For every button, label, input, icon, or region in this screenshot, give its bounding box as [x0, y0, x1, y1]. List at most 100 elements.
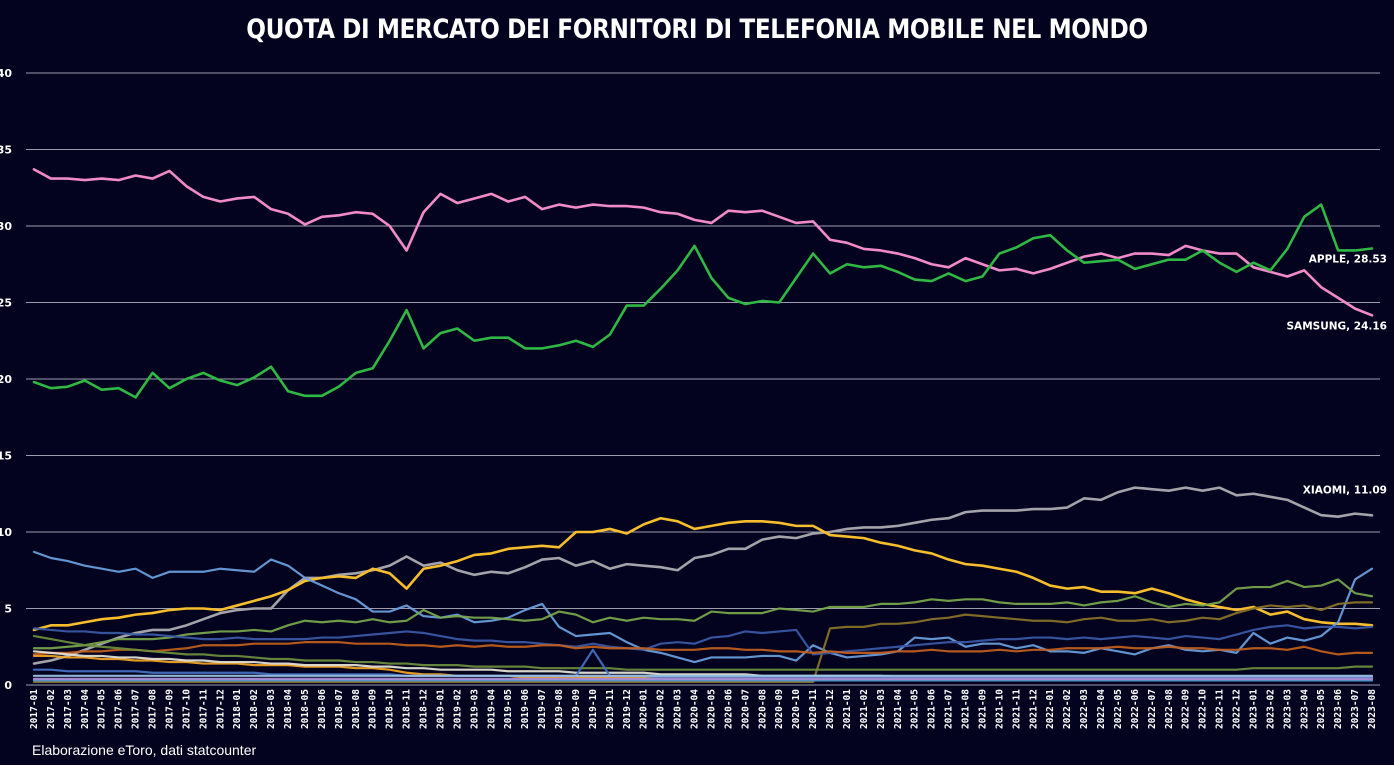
- x-tick-label: 2022-04: [1096, 689, 1107, 729]
- x-tick-label: 2021-04: [893, 689, 904, 729]
- y-tick-label: 30: [0, 220, 12, 233]
- x-tick-label: 2020-03: [673, 689, 684, 729]
- x-tick-label: 2017-07: [131, 689, 142, 729]
- y-tick-label: 10: [0, 526, 12, 539]
- x-tick-label: 2022-09: [1181, 689, 1192, 729]
- x-tick-label: 2021-11: [1011, 689, 1022, 729]
- series-line-2: [32, 486, 1374, 665]
- x-tick-label: 2021-07: [944, 689, 955, 729]
- y-axis: 0 5 10 15 20 25 30 35 40: [0, 67, 12, 692]
- x-tick-label: 2017-06: [114, 689, 125, 729]
- x-tick-label: 2018-10: [385, 689, 396, 729]
- series-line-1: [32, 203, 1374, 399]
- x-tick-label: 2017-05: [97, 689, 108, 729]
- series-line-7: [32, 624, 1374, 656]
- x-tick-label: 2023-08: [1367, 689, 1378, 729]
- x-tick-label: 2021-05: [910, 689, 921, 729]
- series-line-0: [32, 168, 1374, 317]
- x-tick-label: 2018-11: [402, 689, 413, 729]
- x-tick-label: 2017-02: [46, 689, 57, 729]
- x-tick-label: 2017-03: [63, 689, 74, 729]
- x-tick-label: 2021-06: [927, 689, 938, 729]
- chart-series: [32, 168, 1374, 684]
- x-tick-label: 2020-09: [774, 689, 785, 729]
- x-tick-label: 2019-09: [571, 689, 582, 729]
- x-tick-label: 2020-12: [825, 689, 836, 729]
- x-tick-label: 2017-04: [80, 689, 91, 729]
- x-tick-label: 2019-08: [554, 689, 565, 729]
- x-tick-label: 2022-02: [1062, 689, 1073, 729]
- x-tick-label: 2022-06: [1130, 689, 1141, 729]
- y-tick-label: 40: [0, 67, 12, 80]
- series-line-9: [32, 634, 1374, 671]
- gridlines: [26, 72, 1380, 686]
- x-tick-label: 2023-04: [1299, 689, 1310, 729]
- x-tick-label: 2020-02: [656, 689, 667, 729]
- x-tick-label: 2019-01: [435, 689, 446, 729]
- y-tick-label: 35: [0, 144, 12, 157]
- x-tick-label: 2020-04: [690, 689, 701, 729]
- x-tick-label: 2022-08: [1164, 689, 1175, 729]
- x-tick-label: 2023-07: [1350, 689, 1361, 729]
- x-tick-label: 2018-06: [317, 689, 328, 729]
- x-tick-label: 2023-01: [1248, 689, 1259, 729]
- x-tick-label: 2022-03: [1079, 689, 1090, 729]
- x-tick-label: 2020-05: [706, 689, 717, 729]
- y-tick-label: 15: [0, 450, 12, 463]
- series-line-3: [32, 516, 1374, 632]
- x-tick-label: 2020-01: [639, 689, 650, 729]
- x-tick-label: 2023-05: [1316, 689, 1327, 729]
- x-tick-label: 2019-03: [469, 689, 480, 729]
- x-tick-label: 2019-12: [622, 689, 633, 729]
- x-tick-label: 2020-06: [723, 689, 734, 729]
- x-axis: 2017-01 2017-02 2017-03 2017-04 2017-05 2017-…: [29, 689, 1378, 729]
- x-tick-label: 2021-03: [876, 689, 887, 729]
- x-tick-label: 2020-10: [791, 689, 802, 729]
- x-tick-label: 2017-11: [198, 689, 209, 729]
- series-line-12: [32, 648, 1374, 679]
- y-tick-label: 20: [0, 373, 12, 386]
- end-label-1: APPLE, 28.53: [1309, 253, 1387, 265]
- x-tick-label: 2017-10: [181, 689, 192, 729]
- end-labels: SAMSUNG, 24.16 APPLE, 28.53 XIAOMI, 11.09: [1287, 253, 1388, 496]
- x-tick-label: 2018-07: [334, 689, 345, 729]
- x-tick-label: 2019-10: [588, 689, 599, 729]
- x-tick-label: 2018-01: [232, 689, 243, 729]
- x-tick-label: 2017-09: [164, 689, 175, 729]
- y-tick-label: 0: [4, 679, 12, 692]
- x-tick-label: 2020-07: [740, 689, 751, 729]
- x-tick-label: 2021-01: [842, 689, 853, 729]
- y-tick-label: 5: [4, 603, 12, 616]
- x-tick-label: 2019-05: [503, 689, 514, 729]
- x-tick-label: 2017-08: [148, 689, 159, 729]
- x-tick-label: 2022-11: [1215, 689, 1226, 729]
- x-tick-label: 2017-12: [215, 689, 226, 729]
- x-tick-label: 2018-12: [419, 689, 430, 729]
- x-tick-label: 2020-11: [808, 689, 819, 729]
- x-tick-label: 2018-05: [300, 689, 311, 729]
- series-line-8: [32, 641, 1374, 656]
- x-tick-label: 2021-09: [977, 689, 988, 729]
- x-tick-label: 2022-07: [1147, 689, 1158, 729]
- x-tick-label: 2022-01: [1045, 689, 1056, 729]
- y-tick-label: 25: [0, 297, 12, 310]
- x-tick-label: 2019-02: [452, 689, 463, 729]
- end-label-2: XIAOMI, 11.09: [1303, 484, 1387, 496]
- x-tick-label: 2018-03: [266, 689, 277, 729]
- x-tick-label: 2021-12: [1028, 689, 1039, 729]
- series-line-5: [32, 578, 1374, 650]
- chart-title: QUOTA DI MERCATO DEI FORNITORI DI TELEFO…: [246, 14, 1148, 45]
- source-note: Elaborazione eToro, dati statcounter: [32, 742, 257, 758]
- end-label-0: SAMSUNG, 24.16: [1287, 320, 1388, 332]
- x-tick-label: 2023-02: [1265, 689, 1276, 729]
- x-tick-label: 2022-12: [1232, 689, 1243, 729]
- x-tick-label: 2018-02: [249, 689, 260, 729]
- x-tick-label: 2019-07: [537, 689, 548, 729]
- x-tick-label: 2018-04: [283, 689, 294, 729]
- x-tick-label: 2019-11: [605, 689, 616, 729]
- x-tick-label: 2021-02: [859, 689, 870, 729]
- x-tick-label: 2019-06: [520, 689, 531, 729]
- x-tick-label: 2020-08: [757, 689, 768, 729]
- x-tick-label: 2023-03: [1282, 689, 1293, 729]
